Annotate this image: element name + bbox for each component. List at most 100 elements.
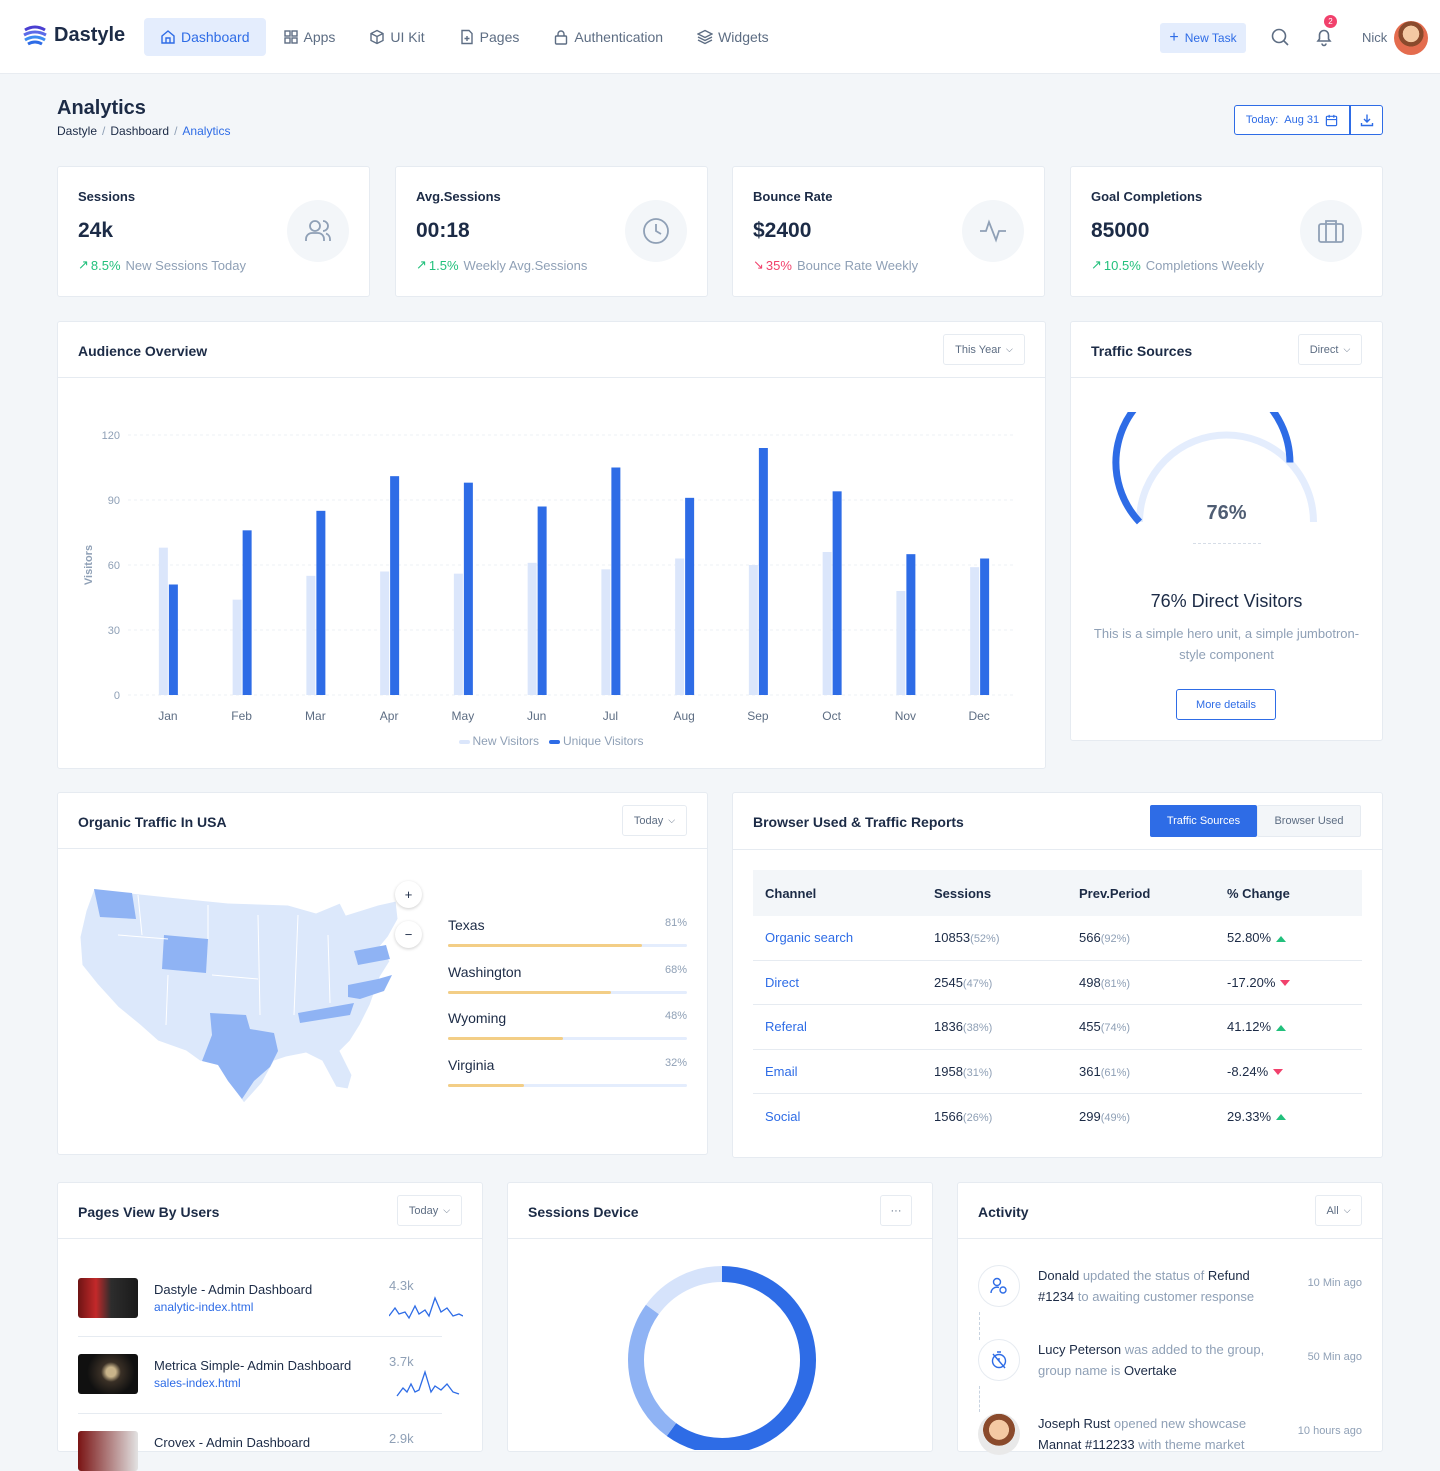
menu-label: UI Kit [390, 29, 425, 45]
card-title: Organic Traffic In USA [78, 814, 227, 830]
card-title: Traffic Sources [1091, 343, 1193, 359]
organic-filter-dropdown[interactable]: Today ⌵ [622, 805, 687, 836]
notification-badge: 2 [1324, 15, 1337, 28]
more-options-button[interactable]: ··· [880, 1195, 912, 1226]
bell-icon[interactable] [1314, 27, 1334, 47]
chevron-down-icon: ⌵ [1343, 344, 1351, 354]
sessions-value: 1836 [934, 1019, 963, 1035]
box-icon [370, 29, 385, 45]
traffic-filter-dropdown[interactable]: Direct ⌵ [1298, 334, 1362, 365]
page-title-text: Dastyle - Admin Dashboard [154, 1282, 313, 1297]
table-row: Referal 1836(38%) 455(74%) 41.12% [753, 1005, 1362, 1050]
page-thumbnail [78, 1354, 138, 1394]
page-view-count: 2.9k [389, 1431, 414, 1446]
activity-time: 10 Min ago [1307, 1277, 1362, 1289]
pages-filter-dropdown[interactable]: Today ⌵ [397, 1195, 462, 1226]
stat-card-sessions: Sessions 24k ↗ 8.5% New Sessions Today [57, 166, 370, 297]
stat-card-bounce-rate: Bounce Rate $2400 ↘ 35% Bounce Rate Weekly [732, 166, 1045, 297]
tab-traffic-sources[interactable]: Traffic Sources [1150, 805, 1257, 837]
menu-uikit[interactable]: UI Kit [352, 18, 441, 56]
menu-authentication[interactable]: Authentication [536, 18, 680, 56]
gauge-divider [1193, 543, 1261, 544]
region-row: Wyoming 48% [448, 1010, 687, 1040]
column-header: Prev.Period [1079, 885, 1151, 901]
map-state-pennsylvania [354, 945, 390, 965]
menu-dashboard[interactable]: Dashboard [144, 18, 266, 56]
bar-unique-visitors [758, 448, 768, 695]
bar-new-visitors [822, 552, 832, 695]
legend-item[interactable]: Unique Visitors [548, 734, 643, 748]
date-picker-button[interactable]: Today: Aug 31 [1234, 105, 1350, 135]
user-avatar[interactable] [1394, 21, 1428, 55]
usa-map[interactable] [78, 875, 398, 1115]
bar-new-visitors [748, 565, 758, 695]
activity-text: Lucy Peterson was added to the group, gr… [1038, 1342, 1265, 1378]
map-state-washington [94, 889, 136, 919]
menu-pages[interactable]: Pages [442, 18, 537, 56]
caret-down-icon [1273, 1069, 1284, 1076]
stat-change: ↘ 35% Bounce Rate Weekly [753, 257, 918, 273]
table-row: Direct 2545(47%) 498(81%) -17.20% [753, 961, 1362, 1005]
prev-percent: (92%) [1100, 933, 1131, 946]
stat-change: ↗ 1.5% Weekly Avg.Sessions [416, 257, 587, 273]
sessions-value: 1958 [934, 1063, 963, 1079]
donut-segment [666, 1266, 816, 1450]
x-tick-label: Mar [305, 709, 326, 723]
x-tick-label: Sep [747, 709, 769, 723]
x-tick-label: Jan [158, 709, 177, 723]
clock-icon [625, 200, 687, 262]
top-navbar: Dastyle Dashboard Apps UI Kit Pages Auth… [0, 0, 1440, 74]
map-state-tennessee [298, 1003, 354, 1023]
region-row: Virginia 32% [448, 1057, 687, 1087]
channel-link[interactable]: Social [765, 1108, 801, 1124]
sessions-percent: (52%) [970, 933, 1000, 946]
legend-item[interactable]: New Visitors [458, 734, 539, 748]
page-link[interactable]: analytic-index.html [154, 1300, 254, 1314]
new-task-button[interactable]: + New Task [1160, 23, 1246, 53]
user-name[interactable]: Nick [1362, 30, 1388, 45]
prev-value: 361 [1079, 1063, 1101, 1079]
page-thumbnail [78, 1431, 138, 1471]
map-zoom-in-button[interactable]: + [395, 881, 422, 908]
stat-value: 00:18 [416, 219, 470, 242]
breadcrumb-item[interactable]: Dashboard [110, 124, 170, 138]
bar-new-visitors [232, 599, 242, 695]
x-tick-label: Oct [822, 709, 841, 723]
bar-unique-visitors [611, 467, 621, 695]
more-details-button[interactable]: More details [1176, 689, 1276, 720]
prev-percent: (61%) [1100, 1066, 1131, 1079]
page-link[interactable]: sales-index.html [154, 1376, 241, 1390]
search-icon[interactable] [1270, 27, 1290, 47]
report-tabs: Traffic Sources Browser Used [1150, 805, 1361, 837]
bar-new-visitors [970, 567, 980, 695]
channel-link[interactable]: Email [765, 1063, 798, 1079]
download-button[interactable] [1350, 105, 1383, 135]
x-tick-label: Feb [231, 709, 252, 723]
card-header: Browser Used & Traffic Reports Traffic S… [733, 793, 1382, 850]
channel-link[interactable]: Organic search [765, 930, 854, 946]
menu-apps[interactable]: Apps [266, 18, 353, 56]
tab-browser-used[interactable]: Browser Used [1257, 805, 1361, 837]
breadcrumb: Dastyle / Dashboard / Analytics [57, 124, 231, 138]
breadcrumb-item[interactable]: Dastyle [57, 124, 98, 138]
map-state-virginia [348, 975, 392, 999]
map-zoom-out-button[interactable]: − [395, 921, 422, 948]
bar-new-visitors [601, 569, 611, 695]
brand-logo[interactable]: Dastyle [22, 22, 125, 48]
change-value: -17.20% [1227, 974, 1276, 990]
channel-link[interactable]: Referal [765, 1019, 807, 1035]
table-header: Channel Sessions Prev.Period % Change [753, 870, 1362, 916]
stat-note: Completions Weekly [1145, 257, 1265, 273]
sparkline [389, 1296, 463, 1320]
traffic-description: This is a simple hero unit, a simple jum… [1093, 626, 1360, 662]
page-view-count: 3.7k [389, 1354, 414, 1369]
change-value: -8.24% [1227, 1063, 1269, 1079]
gauge-fill [1112, 412, 1294, 525]
audience-filter-dropdown[interactable]: This Year ⌵ [943, 334, 1025, 365]
bar-unique-visitors [537, 506, 547, 695]
channel-link[interactable]: Direct [765, 974, 799, 990]
trend-down-icon: ↘ [753, 257, 764, 272]
menu-widgets[interactable]: Widgets [680, 18, 786, 56]
page-thumbnail [78, 1278, 138, 1318]
activity-filter-dropdown[interactable]: All ⌵ [1315, 1195, 1362, 1226]
